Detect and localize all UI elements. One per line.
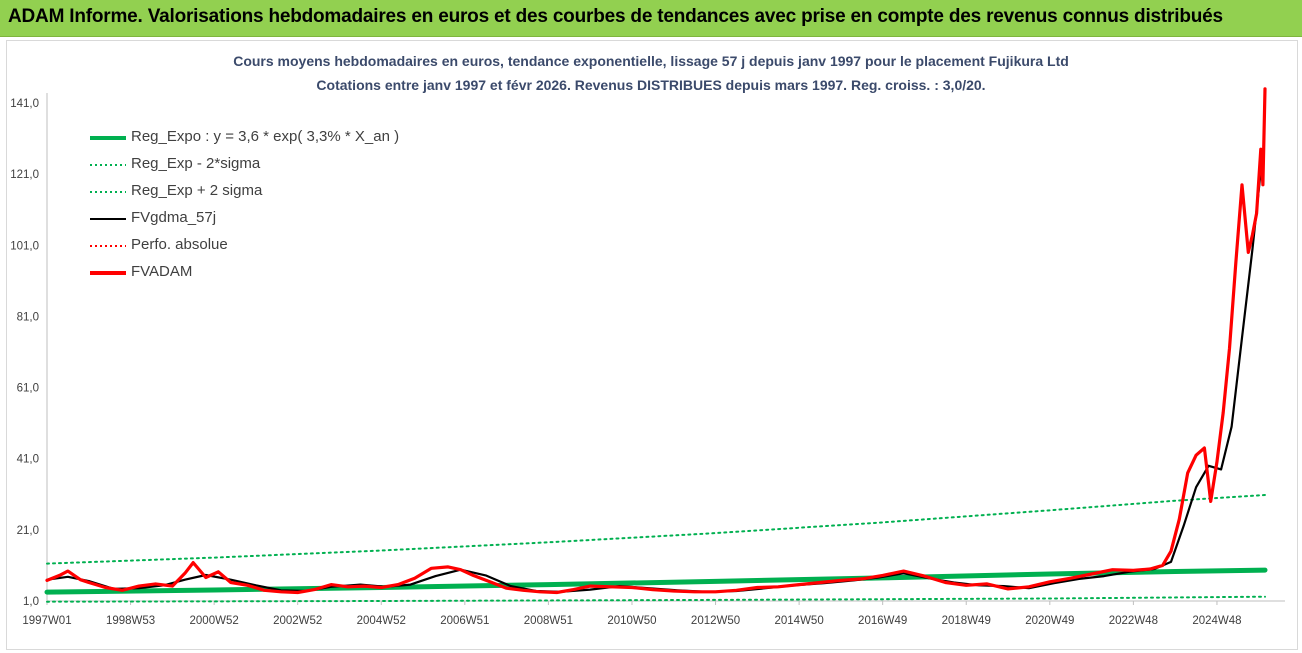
x-tick-label: 1997W01 bbox=[22, 615, 71, 627]
x-tick-label: 2004W52 bbox=[357, 615, 406, 627]
x-tick-label: 2000W52 bbox=[190, 615, 239, 627]
y-tick-label: 61,0 bbox=[17, 383, 39, 395]
x-tick-label: 2006W51 bbox=[440, 615, 489, 627]
x-tick-label: 2008W51 bbox=[524, 615, 573, 627]
y-tick-label: 21,0 bbox=[17, 525, 39, 537]
legend-swatch bbox=[90, 164, 126, 166]
report-title: ADAM Informe. Valorisations hebdomadaire… bbox=[8, 6, 1223, 27]
legend-label: FVADAM bbox=[131, 263, 193, 280]
legend-label: Reg_Expo : y = 3,6 * exp( 3,3% * X_an ) bbox=[131, 128, 400, 145]
y-tick-label: 1,0 bbox=[23, 596, 39, 608]
y-tick-label: 101,0 bbox=[10, 240, 39, 252]
legend-label: FVgdma_57j bbox=[131, 209, 217, 226]
y-tick-label: 41,0 bbox=[17, 454, 39, 466]
y-tick-label: 141,0 bbox=[10, 98, 39, 110]
legend-swatch bbox=[90, 191, 126, 193]
x-tick-label: 2020W49 bbox=[1025, 615, 1074, 627]
legend-swatch bbox=[90, 136, 126, 140]
x-tick-label: 2014W50 bbox=[774, 615, 823, 627]
x-tick-label: 2022W48 bbox=[1109, 615, 1158, 627]
x-tick-label: 2012W50 bbox=[691, 615, 740, 627]
chart-frame bbox=[6, 40, 1298, 650]
series-fvgdma-57j bbox=[45, 169, 1262, 593]
legend-swatch bbox=[90, 218, 126, 220]
legend-label: Reg_Exp - 2*sigma bbox=[131, 155, 261, 172]
series-reg-minus-2sigma bbox=[46, 595, 1266, 603]
legend-swatch bbox=[90, 271, 126, 275]
report-title-banner: ADAM Informe. Valorisations hebdomadaire… bbox=[0, 0, 1302, 37]
y-tick-label: 81,0 bbox=[17, 311, 39, 323]
legend-label: Perfo. absolue bbox=[131, 236, 228, 253]
legend-label: Reg_Exp + 2 sigma bbox=[131, 182, 263, 199]
legend-swatch bbox=[90, 245, 126, 247]
series-fvadam bbox=[45, 87, 1267, 595]
x-tick-label: 2002W52 bbox=[273, 615, 322, 627]
x-tick-label: 2024W48 bbox=[1192, 615, 1241, 627]
chart-subtitle: Cotations entre janv 1997 et févr 2026. … bbox=[316, 77, 986, 93]
x-tick-label: 2016W49 bbox=[858, 615, 907, 627]
y-tick-label: 121,0 bbox=[10, 169, 39, 181]
chart-title: Cours moyens hebdomadaires en euros, ten… bbox=[233, 53, 1069, 69]
x-tick-label: 2010W50 bbox=[607, 615, 656, 627]
x-tick-label: 1998W53 bbox=[106, 615, 155, 627]
series-reg-plus-2sigma bbox=[46, 494, 1266, 565]
x-tick-label: 2018W49 bbox=[942, 615, 991, 627]
